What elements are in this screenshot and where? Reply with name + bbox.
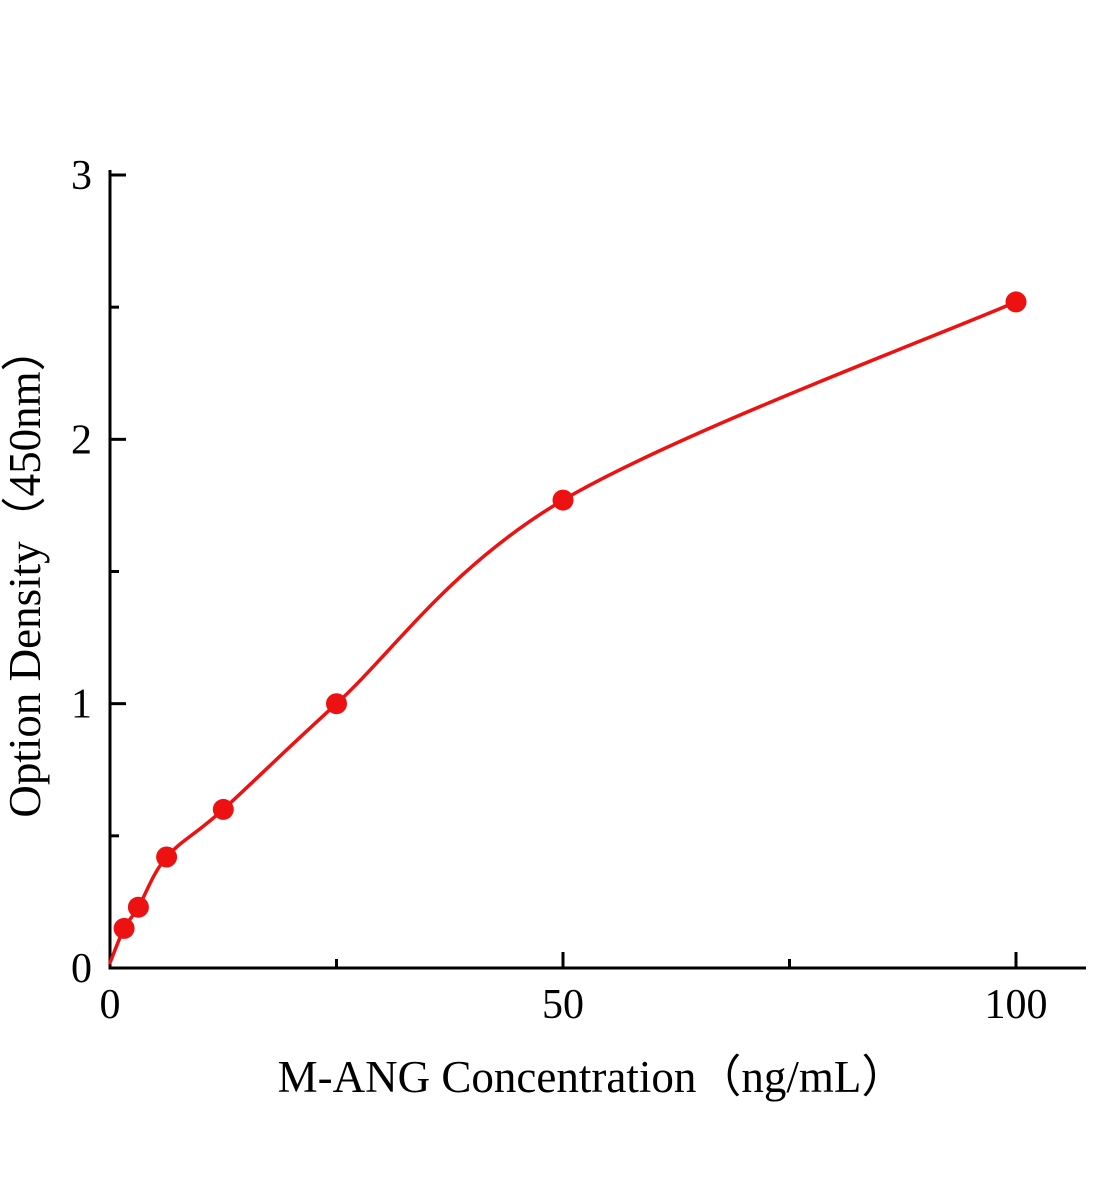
tick-labels: 0 50 100 0 1 2 3 [71, 153, 1048, 1028]
tick-marks [108, 173, 1018, 970]
y-tick-label: 1 [71, 682, 92, 728]
data-point [1005, 291, 1027, 313]
data-point [113, 917, 135, 939]
y-tick-label: 3 [71, 153, 92, 199]
y-tick-label: 0 [71, 946, 92, 992]
x-tick-label: 0 [100, 982, 121, 1028]
data-series [108, 291, 1027, 965]
x-tick-label: 50 [542, 982, 584, 1028]
data-point [127, 896, 149, 918]
data-point [156, 846, 178, 868]
data-point [326, 693, 347, 715]
y-axis-title: Option Density（450nm） [0, 326, 50, 817]
y-tick-label: 2 [71, 417, 92, 463]
fit-curve [108, 300, 1018, 965]
data-point [552, 489, 574, 511]
x-tick-label: 100 [985, 982, 1048, 1028]
axes [108, 170, 1086, 970]
x-axis-title: M-ANG Concentration（ng/mL） [278, 1052, 907, 1102]
data-point [212, 798, 234, 820]
